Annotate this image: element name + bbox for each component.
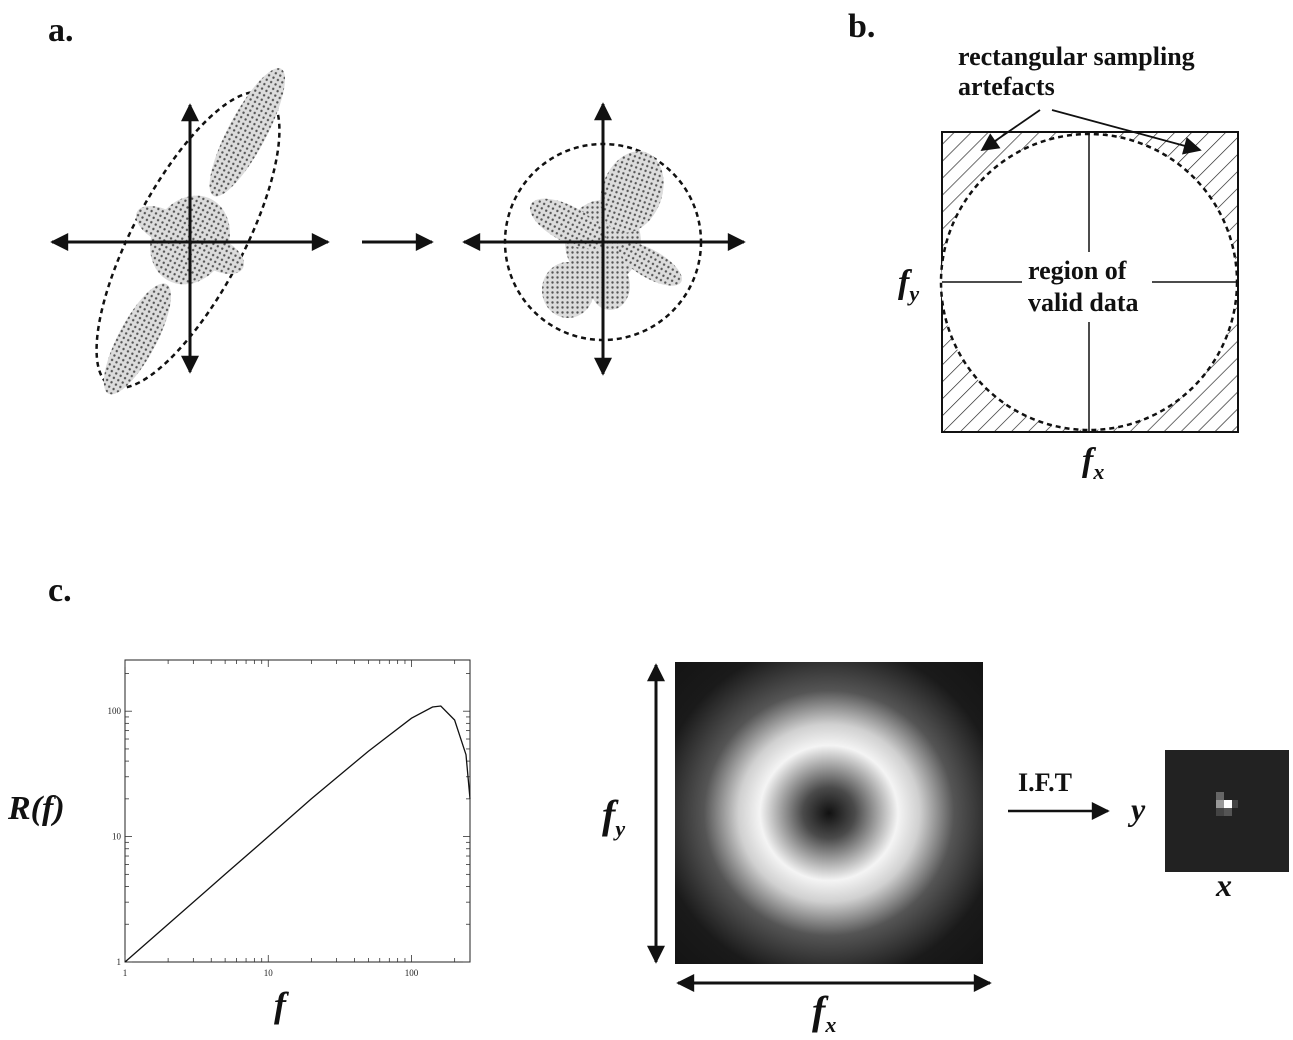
fx-label: fx — [1082, 442, 1105, 485]
y-tick-label: 1 — [117, 957, 122, 967]
plot-ticks: 1 10 100 1 10 100 — [108, 660, 470, 978]
plot-y-label: R(f) — [8, 790, 65, 827]
map-fy-label: fy — [602, 792, 626, 842]
map-fx-label: fx — [812, 988, 837, 1038]
x-tick-label: 10 — [264, 968, 274, 978]
artefact-pointer-left — [980, 109, 1041, 152]
valid-region-line2: valid data — [1028, 288, 1139, 317]
panel-c-plot: 1 10 100 1 10 100 — [108, 659, 471, 978]
annotation-line2: artefacts — [958, 72, 1055, 101]
artefact-pointer-right — [1051, 109, 1202, 155]
panel-label-a: a. — [48, 12, 74, 49]
fy-label: fy — [898, 264, 920, 307]
x-tick-label: 1 — [123, 968, 128, 978]
panel-c-result-image — [1165, 750, 1289, 872]
stippled-spectrum-rotated — [529, 151, 682, 318]
annotation-line1: rectangular sampling — [958, 42, 1195, 71]
x-tick-label: 100 — [405, 968, 419, 978]
panel-c-ring-map — [647, 662, 992, 992]
y-tick-label: 10 — [112, 832, 122, 842]
panel-a-isotropic — [462, 102, 746, 376]
valid-region-line1: region of — [1028, 256, 1127, 285]
result-x-label: x — [1216, 867, 1232, 903]
ift-label: I.F.T — [1018, 768, 1072, 797]
annular-filter-image — [675, 662, 983, 964]
panel-a-anisotropic — [50, 68, 330, 395]
plot-x-label: f — [274, 985, 286, 1025]
series-line — [124, 705, 471, 963]
panel-b-sampling-square — [939, 109, 1239, 433]
y-tick-label: 100 — [108, 706, 122, 716]
panel-label-c: c. — [48, 572, 72, 609]
panel-label-b: b. — [848, 8, 876, 45]
result-y-label: y — [1131, 791, 1146, 827]
